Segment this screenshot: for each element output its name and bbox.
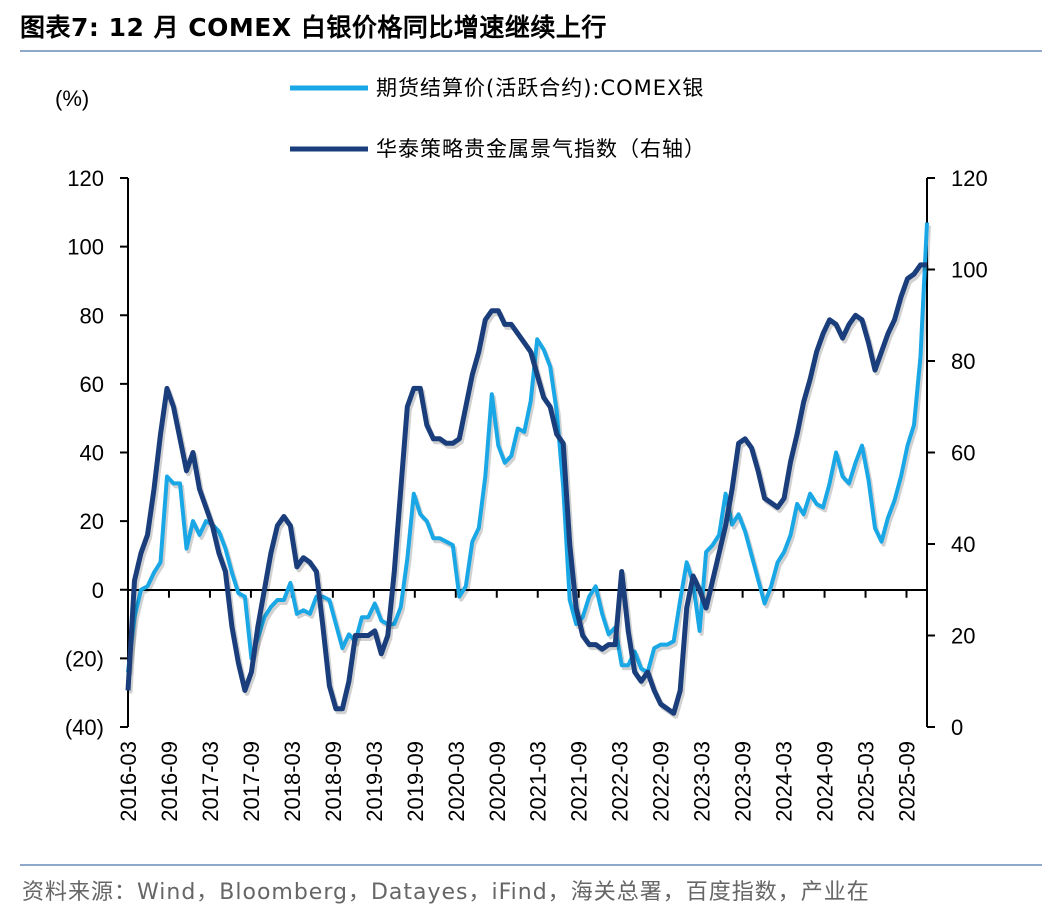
right-tick-label: 80 [951,349,975,374]
left-tick-label: 100 [67,235,104,260]
x-tick-label: 2016-03 [116,741,141,822]
x-tick-label: 2020-03 [444,741,469,822]
x-tick-label: 2019-09 [403,741,428,822]
left-tick-label: (20) [65,646,104,671]
x-tick-label: 2016-09 [157,741,182,822]
precious-metal-index-line [125,262,927,716]
x-tick-label: 2020-09 [485,741,510,822]
left-tick-label: 20 [80,509,104,534]
x-tick-label: 2021-09 [567,741,592,822]
left-tick-label: (40) [65,715,104,740]
x-tick-label: 2017-03 [198,741,223,822]
comex-silver-line [126,222,929,675]
footer-divider [20,864,1042,866]
x-tick-label: 2023-03 [690,741,715,822]
ticks-group: 120 100 80 60 40 20 0 (20) (40) 120 100 80 60 40 20 0 20… [65,166,988,822]
x-tick-label: 2021-03 [526,741,551,822]
x-tick-label: 2024-03 [772,741,797,822]
left-tick-label: 40 [80,441,104,466]
left-axis-unit: (%) [55,86,89,111]
left-tick-label: 0 [92,578,104,603]
x-tick-label: 2017-09 [239,741,264,822]
x-tick-label: 2022-03 [608,741,633,822]
comex-silver-line-shadow [128,225,931,678]
right-tick-label: 0 [951,715,963,740]
legend: 期货结算价(活跃合约):COMEX银 华泰策略贵金属景气指数（右轴） [290,76,706,161]
x-tick-label: 2019-03 [362,741,387,822]
right-tick-label: 40 [951,532,975,557]
x-tick-label: 2022-09 [649,741,674,822]
source-note: 资料来源：Wind，Bloomberg，Datayes，iFind，海关总署，百… [22,880,870,905]
right-tick-label: 120 [951,166,988,191]
right-tick-label: 60 [951,441,975,466]
legend-label-precious-metal-index: 华泰策略贵金属景气指数（右轴） [376,137,706,161]
left-tick-label: 80 [80,303,104,328]
legend-label-comex-silver: 期货结算价(活跃合约):COMEX银 [376,76,704,100]
axes-group [127,178,928,727]
chart-title: 图表7: 12 月 COMEX 白银价格同比增速继续上行 [20,13,607,42]
left-tick-label: 60 [80,372,104,397]
x-tick-label: 2025-03 [854,741,879,822]
series-group [125,222,931,719]
title-divider [20,50,1042,52]
x-tick-label: 2018-09 [321,741,346,822]
x-tick-label: 2023-09 [731,741,756,822]
right-tick-label: 100 [951,258,988,283]
x-tick-label: 2018-03 [280,741,305,822]
x-tick-label: 2024-09 [813,741,838,822]
left-tick-label: 120 [67,166,104,191]
x-tick-label: 2025-09 [895,741,920,822]
right-tick-label: 20 [951,624,975,649]
